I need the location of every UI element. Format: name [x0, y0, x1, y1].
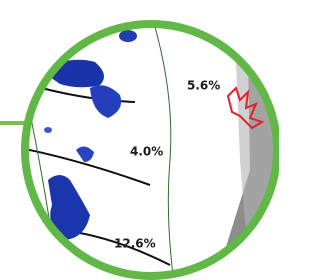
blue-blob — [119, 30, 137, 42]
region-label: 5.6% — [187, 79, 220, 93]
blue-blob — [44, 127, 52, 133]
region-label: 4.0% — [130, 145, 163, 159]
region-label: 12.6% — [114, 237, 156, 251]
magnified-view: 5.6% 4.0% 12.6% — [0, 0, 279, 280]
